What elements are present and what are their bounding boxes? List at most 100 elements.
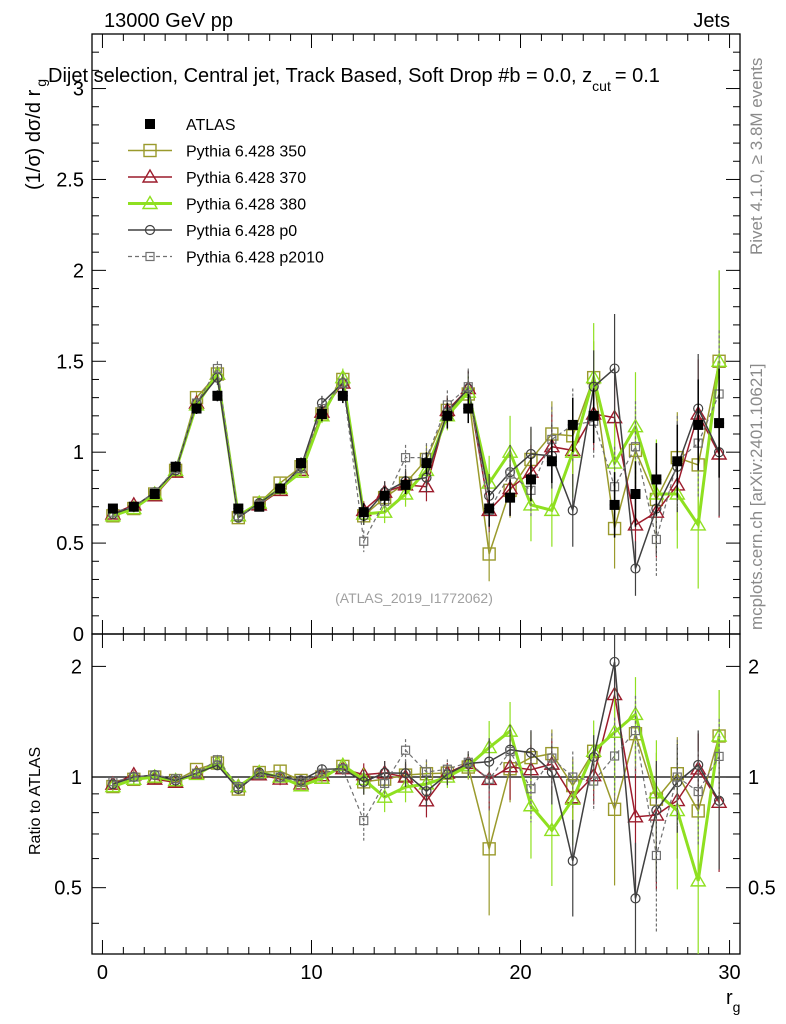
x-tick-label: 0 [97, 962, 108, 984]
legend-label: Pythia 6.428 p0 [186, 223, 297, 240]
energy-label: 13000 GeV pp [104, 10, 233, 32]
ratio-ylabel: Ratio to ATLAS [27, 747, 44, 855]
ratio-point [482, 842, 496, 856]
ratio-point [129, 772, 139, 782]
legend-marker [144, 224, 156, 236]
data-point [564, 443, 581, 458]
legend-marker [145, 251, 155, 262]
ratio-point [522, 797, 540, 812]
ratio-point [359, 815, 369, 826]
ratio-line [112, 694, 720, 818]
data-point [484, 503, 495, 514]
ratio-point [171, 774, 181, 784]
data-point [651, 474, 662, 485]
analysis-watermark: (ATLAS_2019_I1772062) [335, 590, 493, 606]
ratio-point [547, 753, 557, 763]
ratio-y-tick-label-right: 0.5 [748, 878, 776, 900]
ratio-frame [91, 633, 741, 955]
main-ylabel: (1/σ) dσ/d r g [23, 79, 49, 190]
data-point [689, 516, 707, 531]
selection-text: Dijet selection, Central jet, Track Base… [48, 65, 592, 87]
data-point [546, 456, 557, 467]
ratio-point [338, 764, 348, 774]
legend-item: Pythia 6.428 p2010 [128, 250, 324, 267]
main-ylabel-sub: g [33, 79, 49, 87]
ratio-point [714, 751, 724, 762]
data-point [525, 474, 536, 485]
legend-item: Pythia 6.428 380 [128, 195, 306, 214]
data-point [693, 419, 704, 430]
series-line [112, 366, 720, 544]
data-point [505, 469, 515, 479]
ratio-point [463, 757, 473, 767]
legend-item: Pythia 6.428 350 [128, 144, 306, 161]
ratio-line [112, 711, 721, 882]
ratio-line [112, 731, 720, 852]
data-point [567, 505, 578, 516]
data-point [400, 453, 411, 463]
series-line [112, 361, 721, 530]
legend-item: Pythia 6.428 p0 [128, 223, 297, 240]
legend-label: ATLAS [186, 117, 236, 134]
data-point [630, 489, 641, 499]
x-tick-label: 30 [718, 962, 740, 984]
ratio-point [358, 776, 369, 787]
ratio-point [421, 767, 432, 777]
x-tick-label: 20 [509, 962, 531, 984]
data-point [463, 403, 474, 414]
data-point [212, 390, 223, 401]
ratio-point [233, 781, 243, 792]
data-point [358, 507, 369, 518]
data-point [442, 410, 453, 421]
legend-label: Pythia 6.428 370 [186, 170, 306, 187]
data-point [254, 501, 265, 512]
ratio-point [191, 768, 202, 778]
data-point [627, 516, 644, 531]
data-point [630, 442, 641, 452]
zcut-value: = 0.1 [615, 65, 660, 87]
data-point [379, 490, 390, 501]
data-point [316, 409, 327, 419]
ratio-point [606, 723, 623, 738]
data-point [714, 418, 725, 429]
data-point [421, 458, 432, 469]
ratio-point [543, 822, 561, 837]
ratio-y-tick-label-right: 2 [748, 656, 759, 678]
series-5 [108, 330, 724, 576]
mcplots-text: mcplots.cern.ch [arXiv:2401.10621] [747, 364, 766, 630]
ratio-point [526, 784, 536, 794]
series-0 [107, 368, 725, 538]
ratio-point [693, 759, 704, 771]
ratio-point [589, 776, 599, 786]
series-layer [104, 270, 728, 596]
data-point [296, 458, 307, 469]
selection-title: Dijet selection, Central jet, Track Base… [48, 65, 660, 94]
ratio-point [651, 850, 661, 861]
data-point [338, 378, 348, 388]
rivet-version-text: Rivet 4.1.0, ≥ 3.8M events [747, 58, 766, 255]
ratio-point [400, 745, 411, 755]
legend-label: Pythia 6.428 380 [186, 197, 306, 214]
xlabel: rg [726, 987, 740, 1015]
ratio-point [484, 774, 494, 784]
data-point [191, 403, 202, 414]
data-point [128, 501, 139, 512]
main-y-tick-label: 1 [73, 442, 84, 464]
xlabel-text: r [726, 987, 733, 1009]
legend-marker [141, 195, 159, 210]
main-y-tick-label: 3 [73, 79, 84, 101]
ratio-point [108, 777, 118, 787]
ratio-line [112, 729, 720, 856]
legend-marker [145, 119, 155, 129]
ratio-line [112, 661, 720, 899]
zcut-subscript: cut [592, 78, 611, 94]
ratio-point [609, 751, 620, 761]
ratio-point [568, 772, 578, 782]
ratio-y-tick-label: 1 [71, 767, 82, 789]
data-point [588, 410, 599, 421]
ratio-y-tick-label: 0.5 [54, 878, 82, 900]
main-ylabel-text: (1/σ) dσ/d r [23, 89, 45, 190]
data-point [505, 492, 516, 503]
ratio-y-tick-label-right: 1 [748, 767, 759, 789]
main-y-tick-label: 2.5 [56, 169, 84, 191]
